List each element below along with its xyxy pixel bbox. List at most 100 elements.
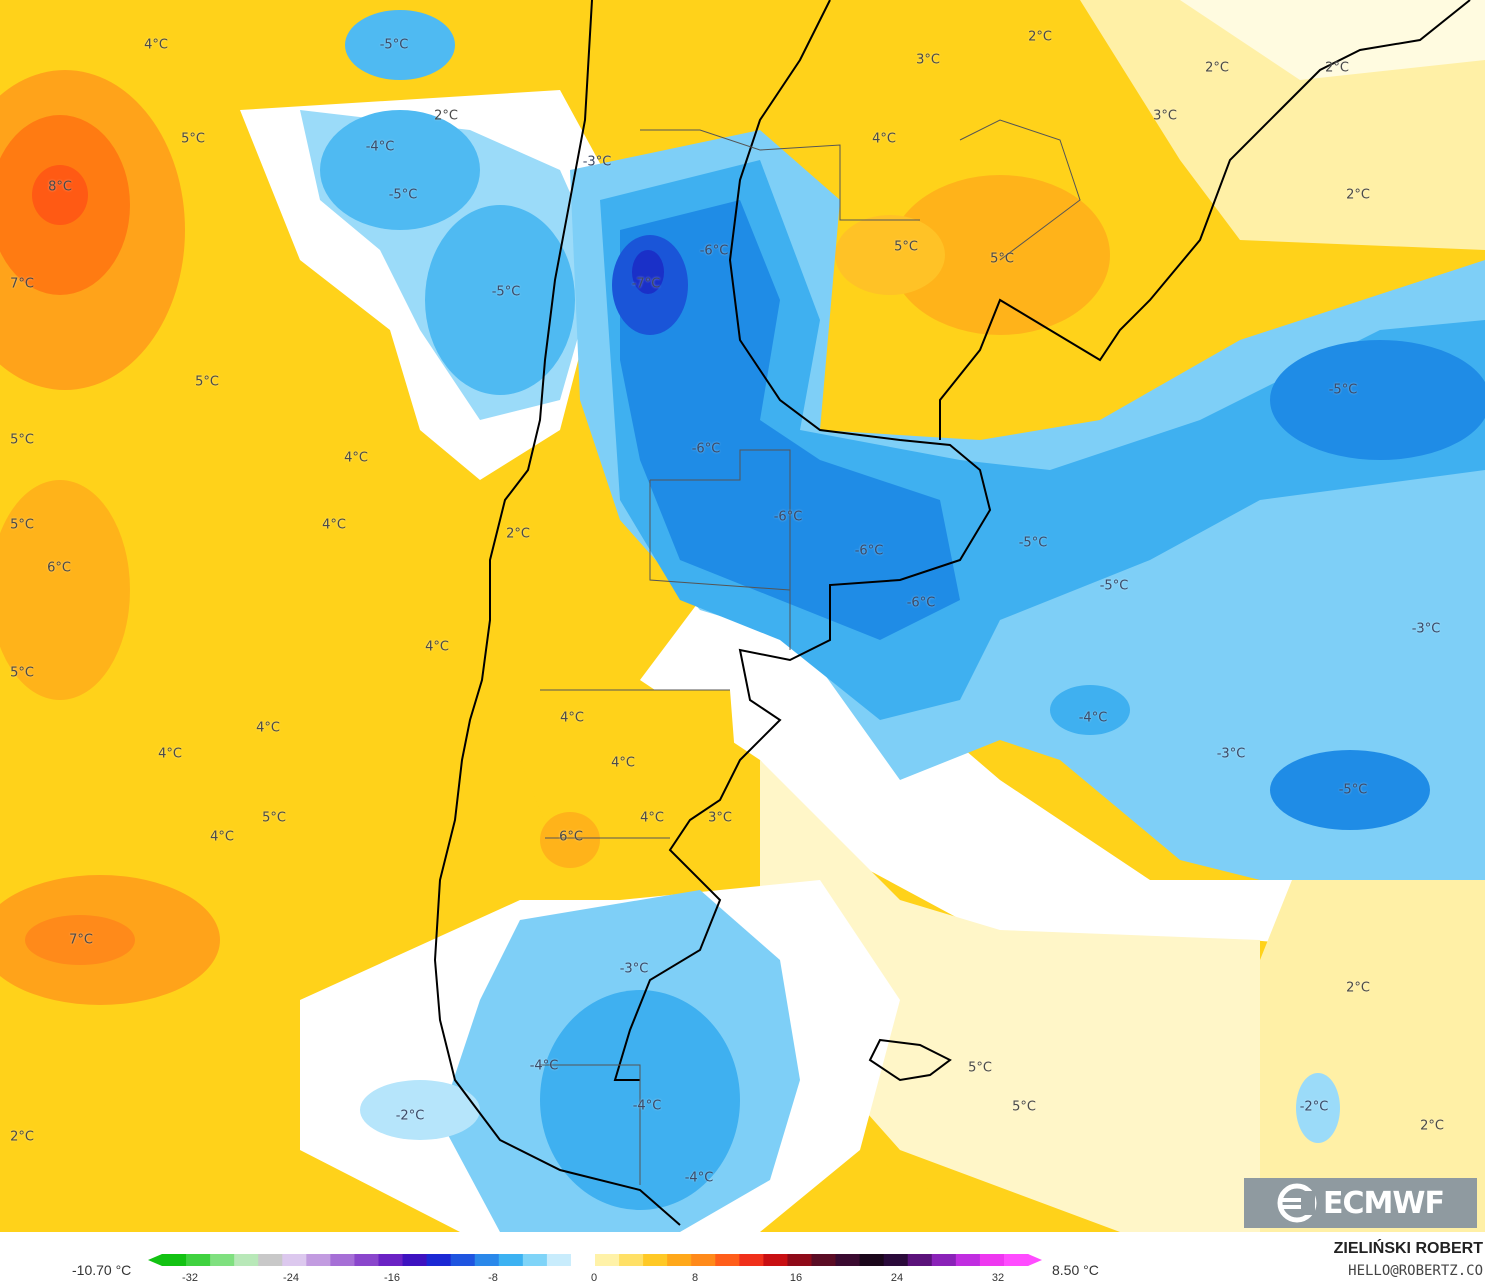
temp-label: -5°C (491, 284, 521, 300)
legend-tick-label: 0 (590, 1272, 598, 1284)
temp-label: -6°C (699, 243, 729, 259)
temp-label: 2°C (1346, 980, 1370, 996)
scale-min-arrow (148, 1254, 162, 1266)
temp-label: 2°C (506, 526, 530, 542)
temp-label: 5°C (10, 665, 34, 681)
scale-swatch (739, 1254, 764, 1266)
temp-label: 6°C (47, 560, 71, 576)
ecmwf-logo-text: ECMWF (1323, 1185, 1445, 1221)
legend-max-value: 8.50 °C (1052, 1262, 1099, 1278)
scale-swatch (691, 1254, 716, 1266)
temp-label: -3°C (1216, 746, 1246, 762)
scale-swatch (354, 1254, 379, 1266)
legend-tick-label: 24 (890, 1272, 904, 1284)
temp-label: 8°C (48, 179, 72, 195)
ecmwf-logo: ECMWF (1244, 1178, 1477, 1228)
temp-label: -3°C (1411, 621, 1441, 637)
temp-label: 4°C (560, 710, 584, 726)
temp-label: 3°C (708, 810, 732, 826)
temp-label: -5°C (1018, 535, 1048, 551)
temp-label: 5°C (10, 517, 34, 533)
scale-swatch (258, 1254, 283, 1266)
temp-label: 3°C (1153, 108, 1177, 124)
temp-label: 4°C (344, 450, 368, 466)
scale-swatch (643, 1254, 668, 1266)
temp-label: -3°C (619, 961, 649, 977)
temp-label: 4°C (256, 720, 280, 736)
scale-swatch (883, 1254, 909, 1266)
scale-swatch (162, 1254, 187, 1266)
temp-label: -4°C (529, 1058, 559, 1074)
temp-label: -4°C (632, 1098, 662, 1114)
temp-label: 4°C (611, 755, 635, 771)
temp-label: 4°C (210, 829, 234, 845)
temp-label: -7°C (631, 276, 661, 292)
scale-swatch (787, 1254, 812, 1266)
temp-label: -5°C (379, 37, 409, 53)
temp-label: -2°C (1299, 1099, 1329, 1115)
legend-min-value: -10.70 °C (72, 1262, 132, 1278)
temp-label: -6°C (773, 509, 803, 525)
temp-label: 5°C (10, 432, 34, 448)
temp-label: 2°C (1420, 1118, 1444, 1134)
temp-label: -6°C (854, 543, 884, 559)
temp-label: 4°C (872, 131, 896, 147)
temp-label: -4°C (365, 139, 395, 155)
temp-label: 2°C (1325, 60, 1349, 76)
temp-label: 3°C (916, 52, 940, 68)
legend-tick-label: -32 (182, 1272, 198, 1284)
temp-label: -5°C (1338, 782, 1368, 798)
temp-label: -5°C (1099, 578, 1129, 594)
scale-swatch (474, 1254, 500, 1266)
scale-swatch (667, 1254, 692, 1266)
legend-tick-label: -8 (488, 1272, 498, 1284)
legend-tick-label: -16 (384, 1272, 400, 1284)
temp-label: 5°C (1012, 1099, 1036, 1115)
temp-label: 5°C (195, 374, 219, 390)
scale-swatch (402, 1254, 428, 1266)
scale-swatch (811, 1254, 837, 1266)
temp-label: 5°C (990, 251, 1014, 267)
temp-label: -6°C (906, 595, 936, 611)
scale-swatch (282, 1254, 307, 1266)
scale-swatch (546, 1254, 572, 1266)
scale-swatch (763, 1254, 788, 1266)
temp-label: 5°C (262, 810, 286, 826)
scale-swatch (186, 1254, 211, 1266)
temp-label: -4°C (684, 1170, 714, 1186)
scale-swatch (306, 1254, 331, 1266)
coastlines (433, 0, 1471, 1226)
legend-tick-label: -24 (283, 1272, 299, 1284)
scale-swatch (1003, 1254, 1029, 1266)
temp-label: 4°C (425, 639, 449, 655)
temp-label: -5°C (1328, 382, 1358, 398)
temperature-map (0, 0, 1485, 1232)
scale-swatch (979, 1254, 1005, 1266)
scale-swatch (426, 1254, 452, 1266)
scale-swatch (498, 1254, 524, 1266)
scale-swatch (619, 1254, 644, 1266)
legend-tick-label: 16 (789, 1272, 803, 1284)
scale-swatch (931, 1254, 957, 1266)
legend-tick-label: 32 (991, 1272, 1005, 1284)
temp-label: 2°C (434, 108, 458, 124)
temp-label: -6°C (691, 441, 721, 457)
scale-swatch (907, 1254, 933, 1266)
temp-label: 4°C (322, 517, 346, 533)
temp-label: 5°C (968, 1060, 992, 1076)
author-name: ZIELIŃSKI ROBERT (1333, 1240, 1483, 1257)
temp-label: 2°C (1346, 187, 1370, 203)
scale-swatch (378, 1254, 404, 1266)
scale-swatch (234, 1254, 259, 1266)
temp-label: 6°C (559, 829, 583, 845)
color-scale-bar (148, 1254, 1042, 1266)
temp-label: -5°C (388, 187, 418, 203)
temperature-fill (0, 0, 1485, 1232)
scale-swatch (570, 1254, 596, 1266)
temp-label: 5°C (181, 131, 205, 147)
scale-swatch (955, 1254, 981, 1266)
temp-label: 2°C (1205, 60, 1229, 76)
scale-swatch (210, 1254, 235, 1266)
scale-swatch (859, 1254, 885, 1266)
scale-swatch (835, 1254, 861, 1266)
